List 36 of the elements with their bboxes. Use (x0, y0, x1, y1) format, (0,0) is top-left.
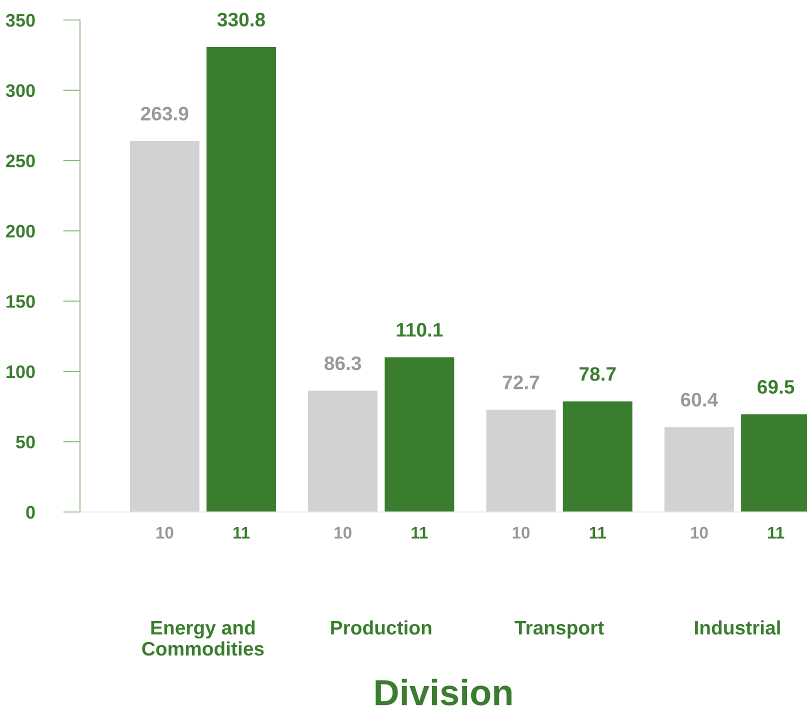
series-label: 11 (234, 526, 250, 538)
data-label: 110.1 (396, 322, 443, 337)
bar (206, 46, 276, 512)
bar (486, 410, 556, 512)
text: 10 (334, 526, 352, 539)
x-tick-label: Transport (514, 621, 604, 638)
data-label: 86.3 (324, 356, 362, 370)
y-tick-label: 300 (6, 84, 35, 98)
data-label: 330.8 (217, 12, 265, 27)
text: 11 (412, 526, 428, 538)
text: 10 (512, 526, 530, 539)
data-label: 263.9 (140, 106, 188, 121)
y-tick-label: 100 (6, 365, 35, 378)
y-tick-label: 250 (6, 154, 35, 168)
y-tick-label: 150 (6, 295, 35, 308)
bar (308, 390, 378, 512)
x-tick-label: Energy and Commodities (142, 620, 264, 656)
bar (562, 401, 632, 512)
y-tick-label: 0 (26, 506, 35, 519)
series-label: 10 (156, 526, 174, 539)
bar (130, 141, 200, 512)
x-tick-label: Production (331, 620, 432, 635)
data-label: 60.4 (680, 392, 718, 407)
data-label: 78.7 (580, 367, 616, 381)
x-axis-title: Division (376, 678, 512, 706)
y-tick-label: 200 (6, 224, 35, 238)
data-label: 69.5 (758, 380, 794, 394)
text: 11 (768, 526, 784, 538)
y-tick-label: 50 (16, 436, 35, 448)
text: 11 (590, 526, 606, 538)
y-tick-label: 350 (6, 14, 35, 27)
bar (664, 427, 734, 512)
bar (384, 357, 454, 512)
text: 10 (690, 526, 708, 539)
data-label: 72.7 (502, 376, 540, 390)
x-tick-label: Industrial (695, 620, 780, 635)
